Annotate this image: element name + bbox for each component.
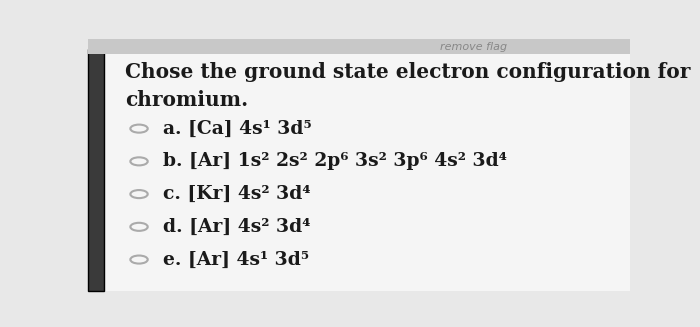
Text: chromium.: chromium. xyxy=(125,90,248,110)
Text: b. [Ar] 1s² 2s² 2p⁶ 3s² 3p⁶ 4s² 3d⁴: b. [Ar] 1s² 2s² 2p⁶ 3s² 3p⁶ 4s² 3d⁴ xyxy=(163,152,508,170)
FancyBboxPatch shape xyxy=(88,39,630,54)
Text: e. [Ar] 4s¹ 3d⁵: e. [Ar] 4s¹ 3d⁵ xyxy=(163,250,309,268)
FancyBboxPatch shape xyxy=(88,49,104,291)
Text: d. [Ar] 4s² 3d⁴: d. [Ar] 4s² 3d⁴ xyxy=(163,218,311,236)
Text: a. [Ca] 4s¹ 3d⁵: a. [Ca] 4s¹ 3d⁵ xyxy=(163,120,312,138)
Text: c. [Kr] 4s² 3d⁴: c. [Kr] 4s² 3d⁴ xyxy=(163,185,311,203)
Text: remove flag: remove flag xyxy=(440,42,508,52)
FancyBboxPatch shape xyxy=(104,49,630,291)
Text: Chose the ground state electron configuration for: Chose the ground state electron configur… xyxy=(125,62,691,82)
